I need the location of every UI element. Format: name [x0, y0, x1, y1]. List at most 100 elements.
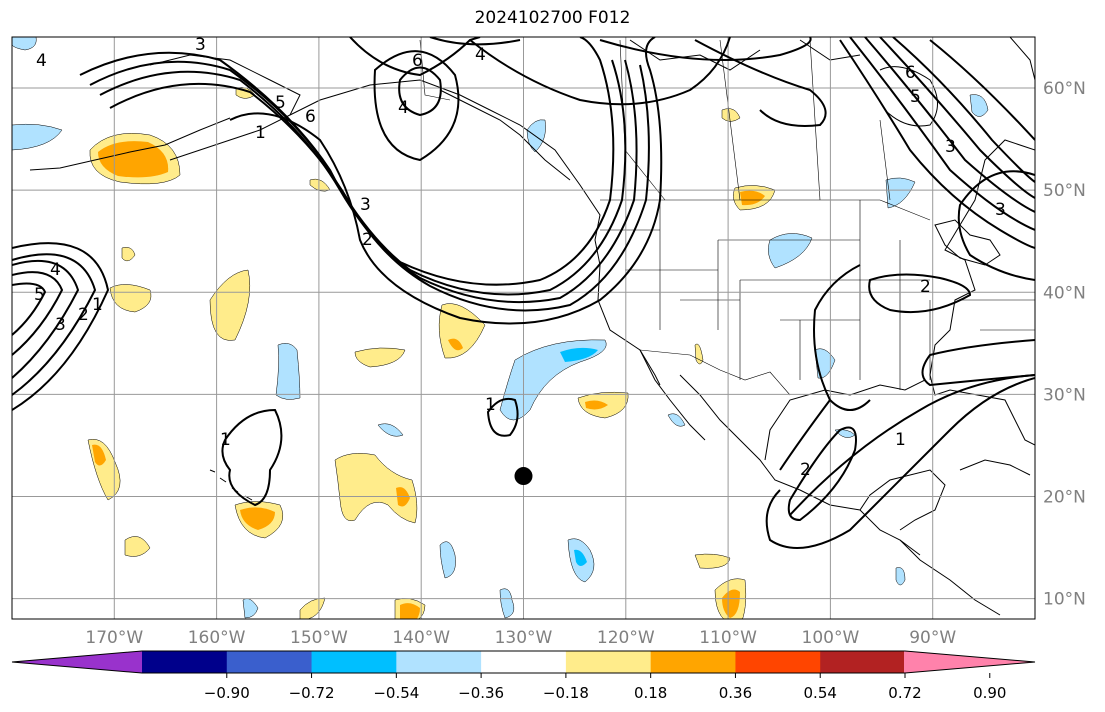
contour-label: 6	[305, 107, 316, 127]
contour-label: 3	[995, 200, 1006, 220]
field-yellow	[310, 179, 330, 191]
x-tick-label: 130°W	[495, 628, 553, 648]
field-yellow	[110, 284, 151, 312]
colorbar-segment	[396, 651, 481, 673]
great-lakes	[935, 220, 1000, 265]
field-blue	[970, 95, 988, 117]
colorbar-tick-label: −0.54	[373, 684, 419, 702]
location-marker	[515, 467, 533, 485]
contour-label: 4	[50, 260, 61, 280]
contour-label: 2	[362, 230, 373, 250]
contour-label: 2	[800, 460, 811, 480]
contour-line	[880, 37, 1035, 198]
y-tick-label: 10°N	[1043, 590, 1086, 610]
colorbar-tick-label: 0.54	[804, 684, 837, 702]
contour-label: 2	[920, 277, 931, 297]
contour-line	[470, 37, 730, 104]
colorbar-tick-label: 0.72	[888, 684, 921, 702]
contour-line	[222, 410, 281, 505]
y-tick-label: 20°N	[1043, 487, 1086, 507]
field-blue	[440, 542, 456, 578]
greenland-edge	[1010, 37, 1035, 80]
contour-label: 3	[55, 315, 66, 335]
contour-label: 1	[895, 430, 906, 450]
contour-label: 4	[475, 45, 486, 65]
colorbar-segment	[142, 651, 227, 673]
x-tick-label: 120°W	[597, 628, 655, 648]
contour-label: 3	[945, 137, 956, 157]
contour-line	[600, 37, 811, 60]
border-layer	[420, 40, 1035, 395]
colorbar-segment	[227, 651, 312, 673]
contour-line	[100, 60, 637, 302]
contour-line	[230, 37, 661, 324]
y-tick-label: 40°N	[1043, 283, 1086, 303]
x-tick-label: 170°W	[85, 628, 143, 648]
y-tick-label: 30°N	[1043, 385, 1086, 405]
contour-label: 6	[905, 63, 916, 83]
contour-label: 2	[78, 305, 89, 325]
colorbar-tick-label: 0.36	[719, 684, 752, 702]
field-yellow	[122, 247, 135, 261]
y-tick-label: 50°N	[1043, 181, 1086, 201]
colorbar-extend-high	[904, 651, 1035, 673]
field-blue	[500, 589, 514, 618]
contour-label: 5	[275, 93, 286, 113]
alaska-panhandle	[440, 90, 570, 180]
contour-line	[923, 340, 1036, 385]
field-yellow	[335, 453, 417, 523]
colorbar-segment	[735, 651, 820, 673]
colorbar-segment	[312, 651, 397, 673]
field-yellow	[695, 554, 730, 568]
us-mexico-border	[640, 350, 790, 395]
field-blue	[527, 120, 546, 152]
field-blue	[12, 124, 62, 150]
field-blue	[276, 343, 300, 399]
colorbar-tick-label: −0.90	[204, 684, 250, 702]
contour-line	[850, 37, 1035, 230]
field-yellow	[355, 348, 405, 367]
field-blue	[886, 178, 915, 208]
x-tick-label: 150°W	[290, 628, 348, 648]
x-tick-label: 160°W	[188, 628, 246, 648]
colorbar-segment	[820, 651, 905, 673]
field-blue	[896, 568, 905, 586]
x-tick-label: 110°W	[699, 628, 757, 648]
colorbar-segment	[481, 651, 566, 673]
contour-label: 3	[360, 195, 371, 215]
colorbar-tick-label: 0.18	[634, 684, 667, 702]
colorbar-tick-label: −0.72	[289, 684, 335, 702]
field-blue	[243, 599, 258, 618]
field-yellow	[210, 270, 250, 341]
x-tick-label: 140°W	[392, 628, 450, 648]
y-tick-labels: 10°N 20°N 30°N 40°N 50°N 60°N	[1043, 79, 1086, 610]
colorbar-tick-label: −0.18	[543, 684, 589, 702]
field-blue	[768, 233, 812, 268]
x-tick-label: 90°W	[909, 628, 956, 648]
contour-label: 1	[485, 395, 496, 415]
contour-label: 1	[220, 430, 231, 450]
caribbean-cuba	[960, 460, 1030, 475]
y-tick-label: 60°N	[1043, 79, 1086, 99]
contour-line	[695, 40, 826, 126]
graticule	[12, 37, 1035, 619]
colorbar-extend-low	[12, 651, 143, 673]
colorbar: −0.90 −0.72 −0.54 −0.36 −0.18 0.18 0.36 0.54 0.7…	[12, 651, 1035, 702]
contour-label: 3	[195, 35, 206, 55]
baja-peninsula	[640, 350, 705, 440]
shaded-field-layer	[12, 37, 988, 625]
field-blue	[378, 424, 403, 437]
colorbar-tick-label: 0.90	[973, 684, 1006, 702]
contour-label: 5	[34, 285, 45, 305]
field-yellow	[722, 109, 740, 122]
field-orange	[400, 603, 420, 625]
contour-label: 6	[412, 51, 423, 71]
contour-label: 4	[36, 51, 47, 71]
colorbar-tick-label: −0.36	[458, 684, 504, 702]
contour-label: 5	[910, 87, 921, 107]
field-blue	[12, 37, 36, 50]
colorbar-segment	[566, 651, 651, 673]
contour-line	[930, 40, 1035, 140]
alaska-canada-border	[420, 40, 450, 100]
